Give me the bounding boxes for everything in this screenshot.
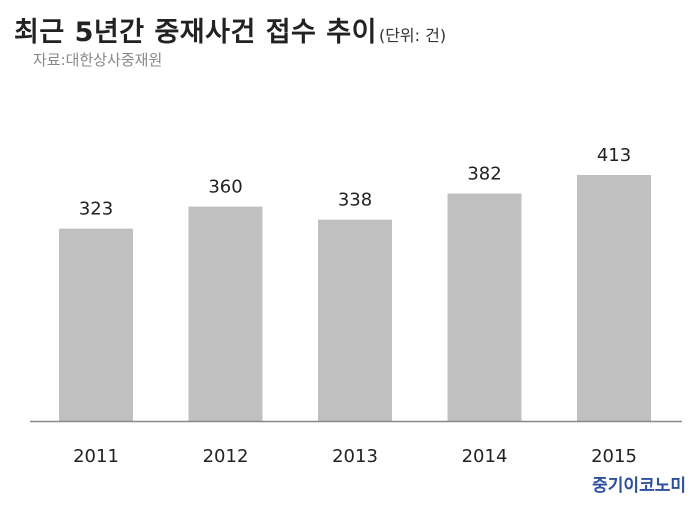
unit-label: (단위: 건) (378, 26, 447, 45)
chart-title: 최근 5년간 중재사건 접수 추이 (14, 17, 377, 48)
brand-logo: 중기이코노미 (592, 476, 686, 496)
bar-2011 (59, 228, 133, 421)
data-label-2015: 413 (597, 145, 631, 166)
source-label: 자료:대한상사중재원 (33, 51, 163, 69)
x-tick-label-2014: 2014 (462, 446, 508, 467)
title-row: 최근 5년간 중재사건 접수 추이 (단위: 건) (14, 10, 446, 49)
data-label-2011: 323 (79, 199, 113, 220)
bar-2012 (188, 206, 263, 421)
data-label-2013: 338 (338, 190, 372, 211)
x-tick-label-2013: 2013 (332, 446, 378, 467)
x-tick-label-2015: 2015 (591, 446, 637, 467)
bar-2014 (447, 193, 522, 421)
data-label-2012: 360 (208, 177, 242, 198)
bar-2015 (577, 175, 651, 421)
x-tick-label-2012: 2012 (203, 446, 249, 467)
data-label-2014: 382 (467, 163, 501, 184)
bar-2013 (318, 219, 392, 421)
x-tick-label-2011: 2011 (73, 446, 119, 467)
